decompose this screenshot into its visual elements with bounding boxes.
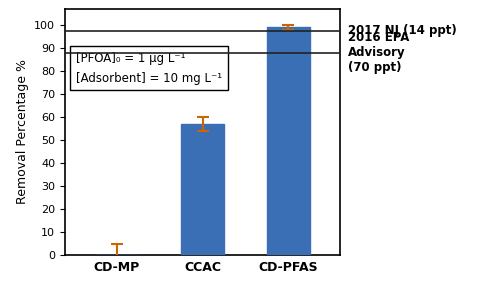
Bar: [267, 27, 310, 255]
Bar: [181, 124, 224, 255]
Text: [PFOA]₀ = 1 μg L⁻¹
[Adsorbent] = 10 mg L⁻¹: [PFOA]₀ = 1 μg L⁻¹ [Adsorbent] = 10 mg L…: [76, 52, 222, 85]
Text: 2017 NJ (14 ppt): 2017 NJ (14 ppt): [348, 24, 457, 37]
Y-axis label: Removal Percentage %: Removal Percentage %: [16, 59, 28, 205]
Text: 2016 EPA
Advisory
(70 ppt): 2016 EPA Advisory (70 ppt): [348, 31, 410, 74]
